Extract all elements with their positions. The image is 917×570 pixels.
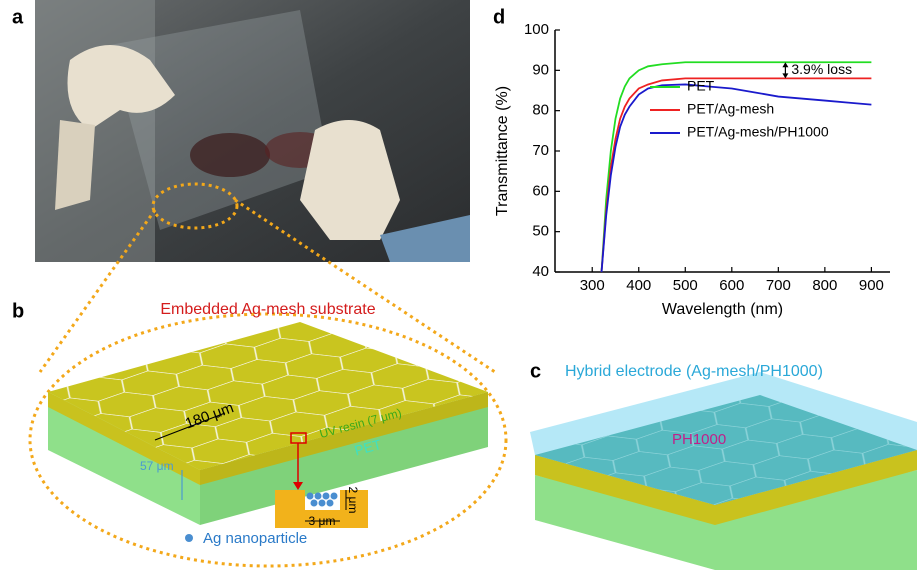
pet-thickness: 57 μm	[140, 459, 174, 473]
legend-text: Ag nanoparticle	[203, 530, 307, 547]
panel-letter: c	[530, 360, 541, 382]
panel-letter: d	[493, 6, 505, 28]
photo	[35, 0, 470, 262]
chart: 40 50 60 70 80 90 100 300 400 500 600 700 800 900 Wave…	[494, 21, 890, 318]
x-tick-label: 700	[766, 277, 791, 294]
y-tick-label: 90	[532, 61, 549, 78]
panel-letter: b	[12, 300, 24, 322]
y-tick-label: 70	[532, 142, 549, 159]
x-tick-label: 800	[812, 277, 837, 294]
legend-text: PET/Ag-mesh	[687, 101, 774, 117]
panel-title: Embedded Ag-mesh substrate	[160, 301, 375, 318]
x-tick-label: 300	[580, 277, 605, 294]
panel-letter: a	[12, 6, 24, 28]
y-tick-label: 40	[532, 263, 549, 280]
y-tick-label: 60	[532, 182, 549, 199]
annotation: 3.9% loss	[791, 61, 852, 77]
substrate-illustration	[48, 322, 488, 542]
legend-text: PET	[687, 78, 715, 94]
panel-title: Hybrid electrode (Ag-mesh/PH1000)	[565, 363, 823, 380]
x-tick-label: 500	[673, 277, 698, 294]
y-tick-label: 80	[532, 102, 549, 119]
layer-label: PH1000	[672, 431, 726, 448]
figure: a b c d Embedded Ag-mesh substrate 180 μ…	[0, 0, 917, 570]
x-tick-label: 600	[719, 277, 744, 294]
y-tick-label: 100	[524, 21, 549, 38]
x-tick-label: 400	[626, 277, 651, 294]
groove-depth: 2 μm	[346, 487, 360, 514]
legend-text: PET/Ag-mesh/PH1000	[687, 124, 829, 140]
x-axis-title: Wavelength (nm)	[662, 301, 783, 318]
x-tick-label: 900	[859, 277, 884, 294]
electrode-illustration	[530, 372, 917, 570]
series-line	[602, 62, 872, 272]
y-tick-label: 50	[532, 223, 549, 240]
groove-width: 3 μm	[309, 514, 336, 528]
y-axis-title: Transmittance (%)	[494, 86, 511, 216]
